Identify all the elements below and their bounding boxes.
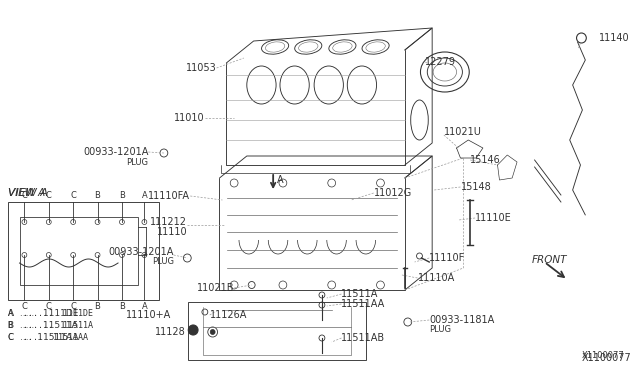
Text: 11021U: 11021U [444, 127, 482, 137]
Circle shape [210, 330, 215, 334]
Text: 00933-1201A: 00933-1201A [83, 147, 148, 157]
Bar [8, 202, 159, 300]
Text: 11140: 11140 [599, 33, 630, 43]
Text: 11128: 11128 [155, 327, 186, 337]
Text: A: A [141, 191, 147, 200]
Text: FRONT: FRONT [532, 255, 567, 265]
Text: C  ....  11511AA: C .... 11511AA [8, 333, 88, 341]
Text: 11126A: 11126A [210, 310, 247, 320]
Text: C: C [22, 302, 28, 311]
Bar [19, 217, 138, 285]
Text: B  ......  11511A: B ...... 11511A [8, 321, 77, 330]
Text: 00933-1201A: 00933-1201A [108, 247, 173, 257]
Text: PLUG: PLUG [152, 257, 173, 266]
Text: 11110+A: 11110+A [125, 310, 171, 320]
Text: 11110E: 11110E [475, 213, 512, 223]
Circle shape [188, 325, 198, 335]
Text: X1100077: X1100077 [581, 352, 624, 360]
Text: 11053: 11053 [186, 63, 216, 73]
Text: 11110A: 11110A [417, 273, 455, 283]
Text: C  ....  11511AA: C .... 11511AA [8, 333, 78, 341]
Text: 11010: 11010 [174, 113, 205, 123]
Text: 00933-1181A: 00933-1181A [429, 315, 495, 325]
Text: 12279: 12279 [426, 57, 456, 67]
Text: PLUG: PLUG [126, 157, 148, 167]
Text: C: C [70, 191, 76, 200]
Text: VIEW A: VIEW A [8, 188, 48, 198]
Text: 11110F: 11110F [429, 253, 465, 263]
Text: VIEW A: VIEW A [8, 188, 45, 198]
Text: C: C [46, 302, 52, 311]
Text: A  ......  1111DE: A ...... 1111DE [8, 308, 78, 317]
Text: A: A [141, 302, 147, 311]
Text: 11511A: 11511A [342, 289, 379, 299]
Text: B  ......  11511A: B ...... 11511A [8, 321, 93, 330]
Text: X1100077: X1100077 [581, 353, 631, 363]
Text: 11511AB: 11511AB [342, 333, 385, 343]
Text: 15148: 15148 [460, 182, 492, 192]
Text: PLUG: PLUG [429, 326, 451, 334]
Text: 11012G: 11012G [374, 188, 412, 198]
Text: 11511AA: 11511AA [342, 299, 386, 309]
Text: 111212: 111212 [150, 217, 188, 227]
Text: 11110: 11110 [157, 227, 188, 237]
Text: C: C [70, 302, 76, 311]
Text: 15146: 15146 [470, 155, 501, 165]
Text: B: B [95, 191, 100, 200]
Text: 11021B: 11021B [196, 283, 234, 293]
Text: C: C [22, 191, 28, 200]
Text: B: B [119, 191, 125, 200]
Text: 11110FA: 11110FA [148, 191, 190, 201]
Text: A  ......  1111DE: A ...... 1111DE [8, 308, 93, 317]
Text: B: B [95, 302, 100, 311]
Text: C: C [46, 191, 52, 200]
Text: A: A [277, 175, 284, 185]
Text: B: B [119, 302, 125, 311]
Bar [188, 302, 366, 360]
